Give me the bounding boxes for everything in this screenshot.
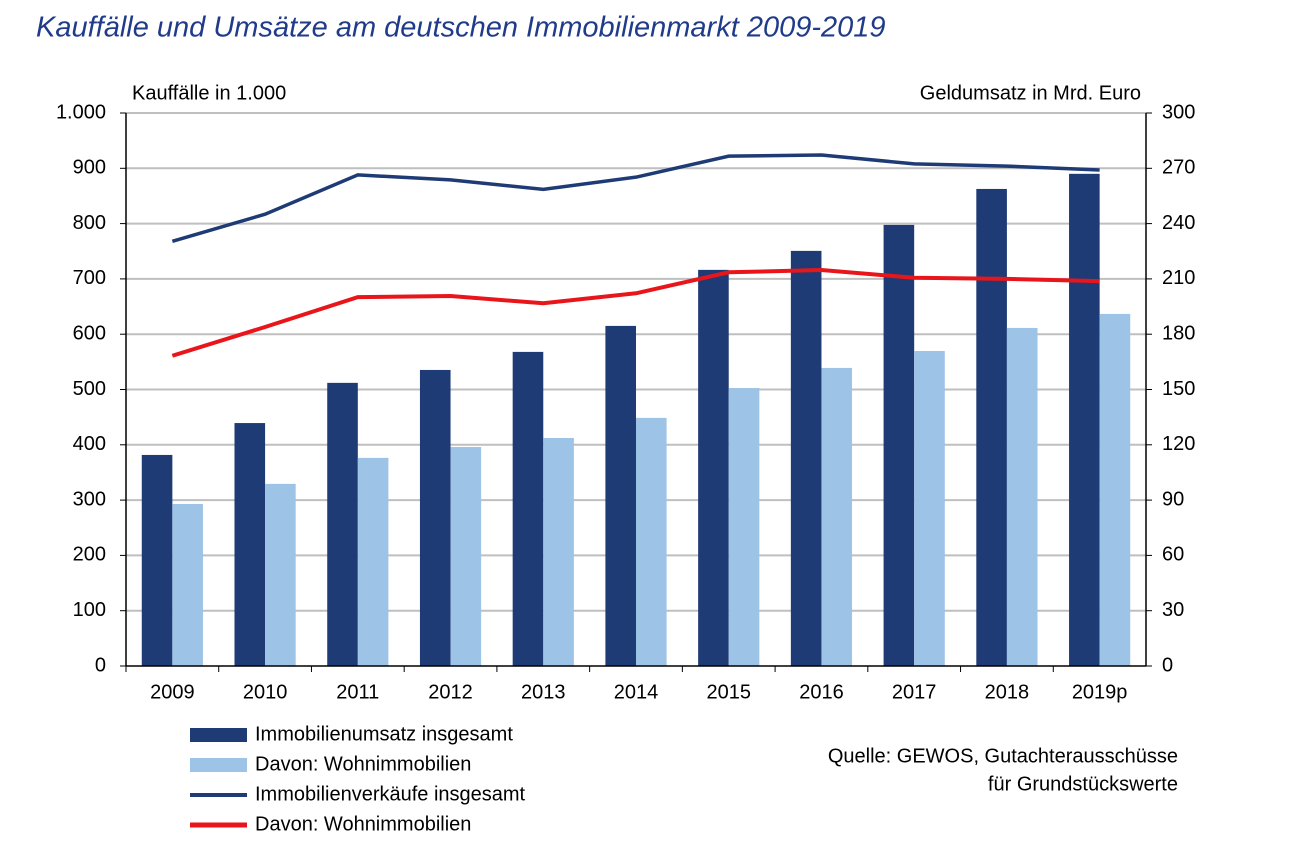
legend-label: Immobilienumsatz insgesamt [255, 723, 513, 745]
x-tick-label: 2012 [428, 681, 473, 703]
bar [265, 483, 296, 666]
x-tick-label: 2018 [985, 681, 1030, 703]
bar [636, 417, 667, 666]
bar [605, 325, 636, 666]
bar [790, 250, 822, 666]
x-tick-label: 2011 [336, 681, 379, 703]
chart-title: Kauffälle und Umsätze am deutschen Immob… [36, 12, 886, 44]
x-tick-label: 2010 [243, 681, 288, 703]
line [171, 153, 1100, 243]
legend-label: Davon: Wohnimmobilien [255, 753, 471, 775]
y2-tick-label: 0 [1162, 654, 1173, 676]
y2-tick-label: 60 [1162, 544, 1184, 566]
y2-tick-label: 240 [1162, 212, 1195, 234]
source: für Grundstückswerte [988, 773, 1178, 795]
bar [141, 454, 173, 666]
y2-tick-label: 150 [1162, 378, 1195, 400]
x-tick-label: 2009 [150, 681, 195, 703]
y2-tick-label: 300 [1162, 101, 1195, 123]
x-tick-label: 2019p [1072, 681, 1128, 703]
y-tick-label: 500 [73, 378, 106, 400]
y-axis-label: Kauffälle in 1.000 [132, 82, 286, 104]
y2-tick-label: 210 [1162, 267, 1195, 289]
bar [543, 437, 574, 666]
legend-swatch [190, 758, 247, 772]
y-tick-label: 400 [73, 433, 106, 455]
bar [234, 423, 266, 666]
bar [1069, 173, 1100, 666]
x-tick-label: 2016 [799, 681, 844, 703]
bar [357, 457, 389, 666]
bar [419, 369, 451, 666]
y-tick-label: 900 [73, 157, 106, 179]
bar [172, 503, 203, 666]
legend-swatch [190, 728, 247, 742]
y2-tick-label: 270 [1162, 157, 1195, 179]
y-tick-label: 700 [73, 267, 106, 289]
bar [728, 388, 760, 666]
line [171, 268, 1100, 358]
x-tick-label: 2014 [614, 681, 659, 703]
bar [1099, 313, 1131, 666]
y-tick-label: 800 [73, 212, 106, 234]
x-tick-label: 2017 [892, 681, 937, 703]
bar [327, 382, 358, 666]
y-tick-label: 1.000 [56, 101, 106, 123]
bar [976, 188, 1007, 667]
bar [821, 367, 853, 666]
y2-axis-label: Geldumsatz in Mrd. Euro [920, 82, 1141, 104]
source: Quelle: GEWOS, Gutachterausschüsse [828, 745, 1178, 767]
legend-label: Immobilienverkäufe insgesamt [255, 783, 526, 805]
y2-tick-label: 180 [1162, 322, 1195, 344]
y-tick-label: 100 [73, 599, 106, 621]
bar [698, 269, 729, 666]
y2-tick-label: 90 [1162, 488, 1184, 510]
bar [450, 447, 482, 666]
bar [883, 224, 915, 667]
y-tick-label: 0 [95, 654, 106, 676]
x-tick-label: 2013 [521, 681, 566, 703]
y-tick-label: 300 [73, 488, 106, 510]
legend-label: Davon: Wohnimmobilien [255, 813, 471, 835]
bar [914, 350, 945, 666]
y-tick-label: 200 [73, 544, 106, 566]
y2-tick-label: 120 [1162, 433, 1195, 455]
bar [512, 351, 544, 666]
bar [1006, 327, 1038, 666]
x-tick-label: 2015 [706, 681, 751, 703]
y2-tick-label: 30 [1162, 599, 1184, 621]
y-tick-label: 600 [73, 322, 106, 344]
